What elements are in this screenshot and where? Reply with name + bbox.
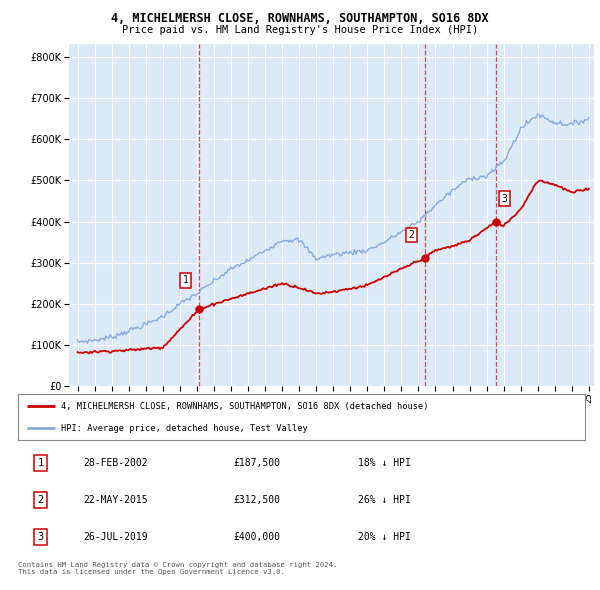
- Text: 1: 1: [38, 458, 44, 468]
- Text: 22-MAY-2015: 22-MAY-2015: [83, 495, 148, 505]
- Text: 20% ↓ HPI: 20% ↓ HPI: [358, 532, 411, 542]
- Text: 3: 3: [502, 194, 508, 204]
- Text: 26-JUL-2019: 26-JUL-2019: [83, 532, 148, 542]
- Text: 2: 2: [409, 230, 414, 240]
- Text: HPI: Average price, detached house, Test Valley: HPI: Average price, detached house, Test…: [61, 424, 307, 432]
- Text: 28-FEB-2002: 28-FEB-2002: [83, 458, 148, 468]
- Text: Price paid vs. HM Land Registry's House Price Index (HPI): Price paid vs. HM Land Registry's House …: [122, 25, 478, 35]
- Text: 1: 1: [183, 276, 188, 286]
- Text: 4, MICHELMERSH CLOSE, ROWNHAMS, SOUTHAMPTON, SO16 8DX (detached house): 4, MICHELMERSH CLOSE, ROWNHAMS, SOUTHAMP…: [61, 402, 428, 411]
- Text: 2: 2: [38, 495, 44, 505]
- Text: £312,500: £312,500: [233, 495, 280, 505]
- Text: 4, MICHELMERSH CLOSE, ROWNHAMS, SOUTHAMPTON, SO16 8DX: 4, MICHELMERSH CLOSE, ROWNHAMS, SOUTHAMP…: [111, 12, 489, 25]
- Text: £187,500: £187,500: [233, 458, 280, 468]
- Text: 18% ↓ HPI: 18% ↓ HPI: [358, 458, 411, 468]
- Text: £400,000: £400,000: [233, 532, 280, 542]
- Text: 3: 3: [38, 532, 44, 542]
- Text: 26% ↓ HPI: 26% ↓ HPI: [358, 495, 411, 505]
- Text: Contains HM Land Registry data © Crown copyright and database right 2024.
This d: Contains HM Land Registry data © Crown c…: [18, 562, 337, 575]
